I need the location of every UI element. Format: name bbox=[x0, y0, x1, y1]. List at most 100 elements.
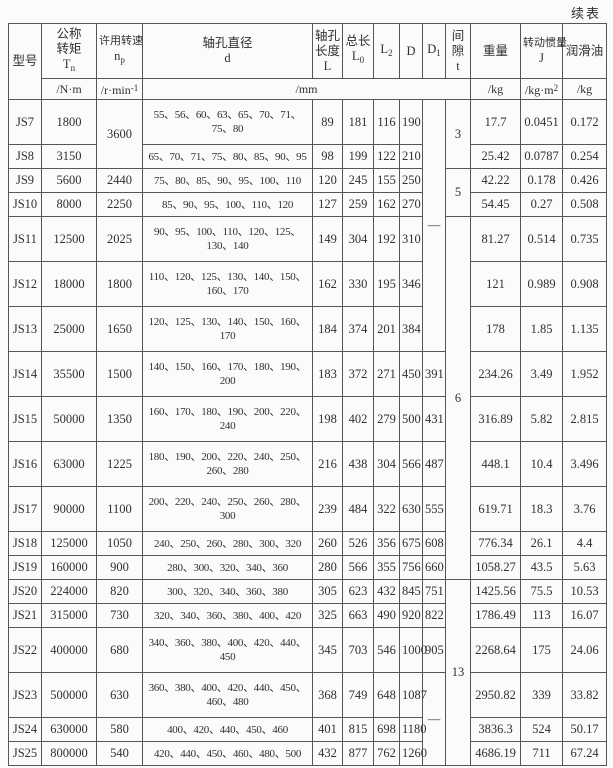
bore-diameters-cell: 320、340、360、380、400、420 bbox=[142, 603, 313, 628]
continued-label: 续表 bbox=[570, 6, 601, 21]
table-body: JS7 1800 3600 55、56、60、63、65、70、71、75、80 89 1… bbox=[8, 99, 607, 766]
outer-diameter-cell: 566 bbox=[399, 441, 423, 487]
bore-diameters-cell: 140、150、160、170、180、190、200 bbox=[142, 351, 313, 397]
model-cell: JS23 bbox=[8, 672, 42, 718]
l2-cell: 122 bbox=[373, 144, 400, 169]
l2-cell: 192 bbox=[373, 216, 400, 262]
inertia-cell: 18.3 bbox=[520, 486, 563, 532]
units-row: /N·m /r·min-1 /mm /kg /kg·m2 /kg bbox=[9, 78, 607, 100]
oil-cell: 24.06 bbox=[562, 627, 607, 673]
torque-cell: 500000 bbox=[41, 672, 97, 718]
model-cell: JS10 bbox=[8, 192, 42, 217]
weight-cell: 2268.64 bbox=[470, 627, 521, 673]
bore-diameters-cell: 65、70、71、75、80、85、90、95 bbox=[142, 144, 313, 169]
outer-diameter-cell: 500 bbox=[399, 396, 423, 442]
col-header-torque: 公称 转矩 Tn bbox=[41, 23, 97, 79]
bore-length-cell: 198 bbox=[312, 396, 343, 442]
weight-cell: 3836.3 bbox=[470, 717, 521, 742]
torque-cell: 35500 bbox=[41, 351, 97, 397]
oil-cell: 0.508 bbox=[562, 192, 607, 217]
l2-cell: 322 bbox=[373, 486, 400, 532]
l2-cell: 116 bbox=[373, 99, 400, 145]
weight-cell: 316.89 bbox=[470, 396, 521, 442]
d1-cell: 431 bbox=[422, 396, 446, 442]
torque-cell: 8000 bbox=[41, 192, 97, 217]
col-header-d1: D1 bbox=[422, 23, 446, 79]
l2-cell: 698 bbox=[373, 717, 400, 742]
total-length-cell: 199 bbox=[342, 144, 374, 169]
model-cell: JS15 bbox=[8, 396, 42, 442]
weight-cell: 1425.56 bbox=[470, 579, 521, 604]
bore-length-cell: 216 bbox=[312, 441, 343, 487]
l2-cell: 162 bbox=[373, 192, 400, 217]
inertia-cell: 339 bbox=[520, 672, 563, 718]
bore-diameters-cell: 120、125、130、140、150、160、170 bbox=[142, 306, 313, 352]
bore-diameters-cell: 300、320、340、360、380 bbox=[142, 579, 313, 604]
speed-cell: 1350 bbox=[96, 396, 143, 442]
total-length-cell: 181 bbox=[342, 99, 374, 145]
bore-length-cell: 149 bbox=[312, 216, 343, 262]
total-length-cell: 245 bbox=[342, 168, 374, 193]
table-row: JS7 1800 3600 55、56、60、63、65、70、71、75、80 89 1… bbox=[8, 99, 607, 352]
bore-diameters-cell: 75、80、85、90、95、100、110 bbox=[142, 168, 313, 193]
bore-length-cell: 239 bbox=[312, 486, 343, 532]
table-row: JS21 315000 730 320、340、360、380、400、420 325 6… bbox=[8, 603, 607, 628]
outer-diameter-cell: 1260 bbox=[399, 741, 427, 766]
gap-cell: 6 bbox=[445, 216, 471, 580]
total-length-cell: 623 bbox=[342, 579, 374, 604]
speed-cell: 3600 bbox=[96, 99, 143, 169]
col-header-weight: 重量 bbox=[470, 23, 521, 79]
bore-diameters-cell: 90、95、100、110、120、125、130、140 bbox=[142, 216, 313, 262]
weight-cell: 54.45 bbox=[470, 192, 521, 217]
gap-cell: 5 bbox=[445, 168, 471, 217]
oil-cell: 4.4 bbox=[562, 531, 607, 556]
l2-cell: 155 bbox=[373, 168, 400, 193]
table-row: JS11 12500 2025 90、95、100、110、120、125、130、1… bbox=[8, 216, 607, 580]
weight-cell: 42.22 bbox=[470, 168, 521, 193]
table-row: JS9 5600 2440 75、80、85、90、95、100、110 120 245 1… bbox=[8, 168, 607, 217]
inertia-cell: 0.0787 bbox=[520, 144, 563, 169]
bore-diameters-cell: 200、220、240、250、260、280、300 bbox=[142, 486, 313, 532]
total-length-cell: 438 bbox=[342, 441, 374, 487]
table-row: JS16 63000 1225 180、190、200、220、240、250、260… bbox=[8, 441, 607, 487]
model-cell: JS17 bbox=[8, 486, 42, 532]
weight-cell: 619.71 bbox=[470, 486, 521, 532]
torque-cell: 1800 bbox=[41, 99, 97, 145]
bore-diameters-cell: 340、360、380、400、420、440、450 bbox=[142, 627, 313, 673]
weight-cell: 1058.27 bbox=[470, 555, 521, 580]
col-header-model: 型号 bbox=[8, 23, 42, 100]
oil-cell: 0.735 bbox=[562, 216, 607, 262]
l2-cell: 304 bbox=[373, 441, 400, 487]
outer-diameter-cell: 450 bbox=[399, 351, 423, 397]
weight-cell: 234.26 bbox=[470, 351, 521, 397]
inertia-cell: 0.989 bbox=[520, 261, 563, 307]
outer-diameter-cell: 630 bbox=[399, 486, 423, 532]
bore-diameters-cell: 360、380、400、420、440、450、460、480 bbox=[142, 672, 313, 718]
inertia-cell: 3.49 bbox=[520, 351, 563, 397]
weight-cell: 81.27 bbox=[470, 216, 521, 262]
header-row: 型号 公称 转矩 Tn 许用转速 np 轴孔直径 d 轴孔 长度 L 总长 L0 bbox=[8, 23, 607, 100]
gap-cell: 3 bbox=[445, 99, 471, 169]
total-length-cell: 330 bbox=[342, 261, 374, 307]
model-cell: JS20 bbox=[8, 579, 42, 604]
l2-cell: 271 bbox=[373, 351, 400, 397]
d1-cell: 555 bbox=[422, 486, 446, 532]
l2-cell: 432 bbox=[373, 579, 400, 604]
oil-cell: 10.53 bbox=[562, 579, 607, 604]
col-header-d: D bbox=[399, 23, 423, 79]
bore-diameters-cell: 420、440、450、460、480、500 bbox=[142, 741, 313, 766]
speed-cell: 2250 bbox=[96, 192, 143, 217]
bore-diameters-cell: 160、170、180、190、200、220、240 bbox=[142, 396, 313, 442]
table-row: JS20 224000 820 300、320、340、360、380 305 623 43… bbox=[8, 579, 607, 766]
outer-diameter-cell: 1087 bbox=[399, 672, 427, 718]
coupling-spec-table: 型号 公称 转矩 Tn 许用转速 np 轴孔直径 d 轴孔 长度 L 总长 L0 bbox=[8, 23, 607, 766]
bore-diameters-cell: 240、250、260、280、300、320 bbox=[142, 531, 313, 556]
total-length-cell: 484 bbox=[342, 486, 374, 532]
bore-length-cell: 305 bbox=[312, 579, 343, 604]
weight-cell: 448.1 bbox=[470, 441, 521, 487]
torque-cell: 315000 bbox=[41, 603, 97, 628]
d1-cell: 660 bbox=[422, 555, 446, 580]
torque-cell: 630000 bbox=[41, 717, 97, 742]
unit-weight: /kg bbox=[470, 78, 521, 100]
d1-cell: 608 bbox=[422, 531, 446, 556]
